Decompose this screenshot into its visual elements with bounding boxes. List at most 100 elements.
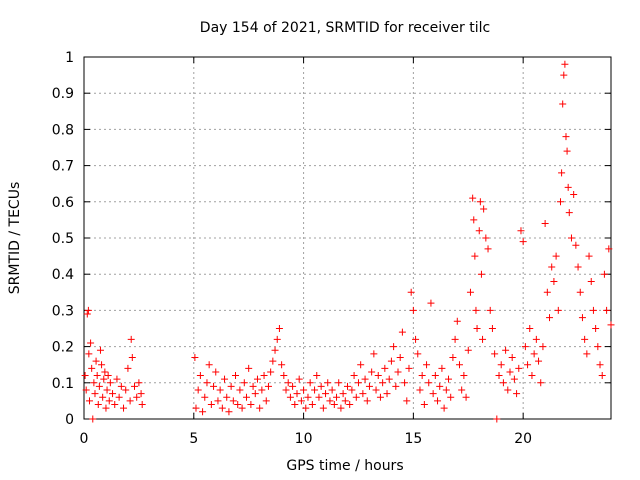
- data-point: [541, 220, 549, 228]
- x-axis-label: GPS time / hours: [286, 458, 403, 474]
- data-point: [363, 397, 371, 405]
- x-tick-label: 15: [404, 431, 422, 447]
- data-point: [271, 346, 279, 354]
- data-point: [278, 361, 286, 369]
- x-tick-label: 20: [514, 431, 532, 447]
- data-point: [273, 335, 281, 343]
- data-point: [479, 335, 487, 343]
- grid-lines: [84, 57, 611, 419]
- data-point: [339, 390, 347, 398]
- data-point: [596, 361, 604, 369]
- data-point: [91, 390, 99, 398]
- data-point: [491, 350, 499, 358]
- data-point: [458, 386, 466, 394]
- data-point: [464, 346, 472, 354]
- data-point: [330, 401, 338, 409]
- data-point: [497, 361, 505, 369]
- data-point: [414, 350, 422, 358]
- data-point: [245, 364, 253, 372]
- data-point: [126, 397, 134, 405]
- y-tick-label: 0.9: [52, 86, 74, 102]
- x-tick-label: 5: [189, 431, 198, 447]
- data-point: [394, 368, 402, 376]
- data-point: [398, 328, 406, 336]
- y-axis-ticks: 0 0.1 0.2 0.3 0.4 0.5 0.6 0.7 0.8 0.9 1: [52, 50, 611, 428]
- data-point: [128, 353, 136, 361]
- data-point: [440, 404, 448, 412]
- data-point: [120, 404, 128, 412]
- y-axis-label: SRMTID / TECUs: [7, 182, 23, 295]
- data-point: [583, 350, 591, 358]
- data-point: [214, 397, 222, 405]
- data-point: [472, 306, 480, 314]
- data-point: [499, 379, 507, 387]
- data-point: [124, 364, 132, 372]
- data-point: [510, 375, 518, 383]
- data-point: [291, 401, 299, 409]
- data-point: [96, 346, 104, 354]
- data-point: [513, 390, 521, 398]
- data-point: [385, 375, 393, 383]
- data-point: [453, 317, 461, 325]
- data-point: [480, 205, 488, 213]
- data-point: [462, 393, 470, 401]
- data-point: [564, 183, 572, 191]
- data-point: [585, 252, 593, 260]
- data-point: [247, 401, 255, 409]
- data-point: [572, 241, 580, 249]
- data-point: [427, 299, 435, 307]
- data-point: [216, 386, 224, 394]
- data-point: [361, 375, 369, 383]
- data-point: [539, 343, 547, 351]
- data-point: [101, 368, 109, 376]
- data-point: [315, 393, 323, 401]
- data-point: [526, 325, 534, 332]
- data-point: [560, 71, 568, 79]
- data-point: [306, 379, 314, 387]
- data-point: [381, 364, 389, 372]
- data-point: [191, 353, 199, 361]
- data-point: [203, 379, 211, 387]
- data-point: [387, 357, 395, 365]
- data-point: [297, 397, 305, 405]
- data-point: [556, 198, 564, 206]
- data-point: [447, 393, 455, 401]
- data-point: [368, 368, 376, 376]
- data-point: [264, 382, 272, 390]
- data-point: [260, 372, 268, 380]
- data-point: [524, 361, 532, 369]
- data-point: [552, 252, 560, 260]
- x-axis-ticks: 0 5 10 15 20: [80, 57, 532, 447]
- data-point: [425, 379, 433, 387]
- data-point: [451, 335, 459, 343]
- data-point: [102, 404, 110, 412]
- data-point: [370, 350, 378, 358]
- data-point: [475, 227, 483, 235]
- data-point: [477, 270, 485, 278]
- data-point: [396, 353, 404, 361]
- data-point: [561, 60, 569, 68]
- data-point: [504, 386, 512, 394]
- data-point: [372, 386, 380, 394]
- data-point: [100, 375, 108, 383]
- data-point: [546, 314, 554, 322]
- data-point: [442, 386, 450, 394]
- data-point: [559, 100, 567, 108]
- data-point: [138, 401, 146, 409]
- data-point: [337, 404, 345, 412]
- data-point: [106, 379, 114, 387]
- data-point: [567, 234, 575, 242]
- data-point: [466, 288, 474, 296]
- data-point: [317, 382, 325, 390]
- data-point: [482, 234, 490, 242]
- data-point: [455, 361, 463, 369]
- data-point: [85, 397, 93, 405]
- data-point: [344, 382, 351, 390]
- data-point: [550, 277, 558, 285]
- data-point: [471, 252, 479, 260]
- data-point: [311, 386, 319, 394]
- data-point: [282, 386, 290, 394]
- data-point: [515, 364, 523, 372]
- y-tick-label: 0.7: [52, 159, 74, 175]
